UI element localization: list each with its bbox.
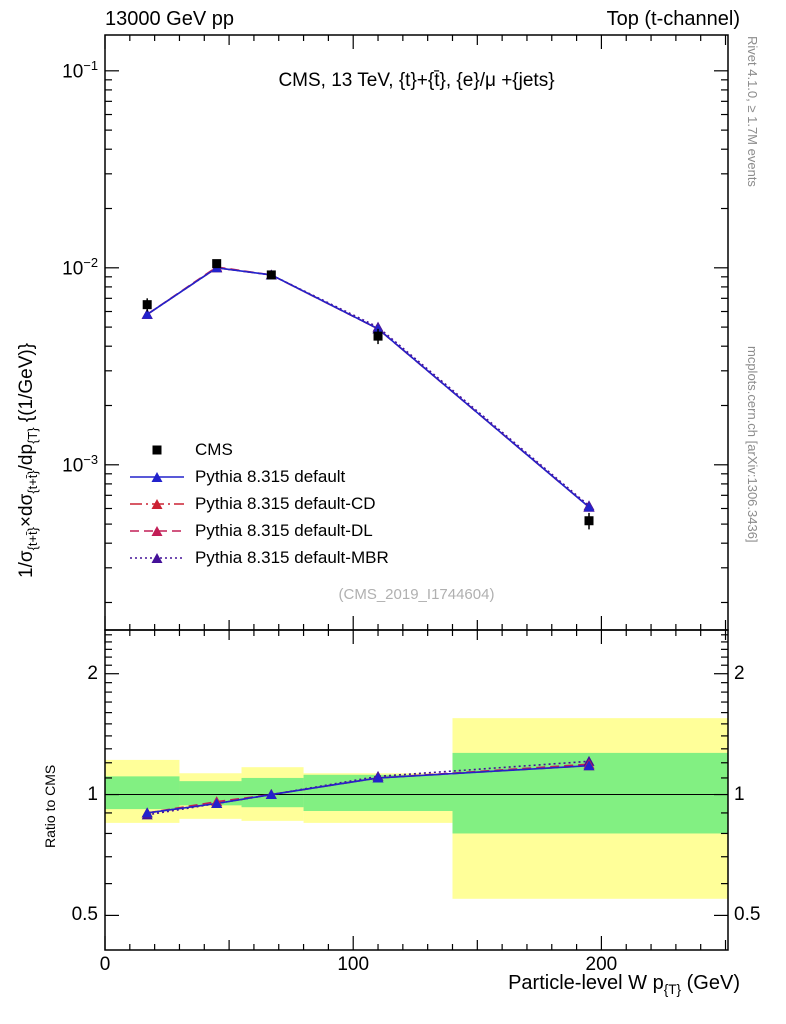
x-axis-label: Particle-level W p{T} (GeV) xyxy=(338,972,740,997)
beam-energy-label: 13000 GeV pp xyxy=(105,8,234,30)
triangle-marker xyxy=(151,471,163,482)
legend-label: Pythia 8.315 default xyxy=(195,466,346,486)
rivet-version-note: Rivet 4.1.0, ≥ 1.7M events xyxy=(745,36,760,187)
x-tick-label: 200 xyxy=(585,954,618,975)
ratio-uncertainty-bands xyxy=(105,718,728,899)
process-label: Top (t-channel) xyxy=(606,8,740,30)
triangle-marker xyxy=(372,323,384,334)
dashed-line-triangle-marker-icon xyxy=(130,525,184,536)
series-line-ratio xyxy=(147,763,590,814)
cms-square-marker xyxy=(584,516,594,526)
legend-item-pythia-default-cd: Pythia 8.315 default-CD xyxy=(128,490,389,517)
main-y-tick-label: 10−1 xyxy=(62,57,98,83)
triangle-marker xyxy=(151,525,163,536)
legend-item-pythia-default-mbr: Pythia 8.315 default-MBR xyxy=(128,544,389,571)
main-y-tick-label: 10−3 xyxy=(62,451,98,477)
mcplots-attribution-note: mcplots.cern.ch [arXiv:1306.3436] xyxy=(745,346,760,543)
triangle-marker xyxy=(372,772,384,783)
ylabel-text: 1/σ xyxy=(16,550,37,578)
main-y-axis-label: 1/σ{t+t̄}×dσ{t+t̄}/dp{T} {(1/GeV)} xyxy=(16,343,40,578)
solid-line-triangle-marker-icon xyxy=(130,471,184,482)
cms-square-marker xyxy=(142,300,152,310)
ratio-y-axis-label: Ratio to CMS xyxy=(42,764,58,848)
legend-item-cms: CMS xyxy=(128,436,389,463)
ratio-y-tick-label-right: 2 xyxy=(734,662,745,684)
triangle-marker xyxy=(211,798,223,809)
triangle-marker xyxy=(151,552,163,563)
plot-title: CMS, 13 TeV, {t}+{t̄}, {e}/μ +{jets} xyxy=(278,70,555,91)
ylabel-subscript: {T} xyxy=(24,427,40,444)
legend-label: Pythia 8.315 default-DL xyxy=(195,520,373,540)
cms-square-marker-icon xyxy=(152,445,162,454)
xlabel-subscript: {T} xyxy=(663,982,682,997)
triangle-marker xyxy=(151,498,163,509)
ratio-y-tick-label-right: 1 xyxy=(734,783,745,805)
axis-ticks xyxy=(104,35,728,950)
main-y-tick-label: 10−2 xyxy=(62,254,98,280)
dotted-line-triangle-marker-icon xyxy=(130,552,184,563)
ratio-y-tick-label-left: 1 xyxy=(87,783,98,805)
legend-label: CMS xyxy=(195,439,233,459)
legend: CMS Pythia 8.315 default Pythia 8.315 de… xyxy=(128,436,389,571)
triangle-marker xyxy=(141,308,153,319)
cms-square-marker xyxy=(373,331,383,341)
ylabel-text: ×dσ xyxy=(16,493,37,528)
x-tick-label: 100 xyxy=(337,954,370,975)
legend-label: Pythia 8.315 default-CD xyxy=(195,493,376,513)
ylabel-text: /dp xyxy=(16,443,37,471)
x-tick-label: 0 xyxy=(99,954,111,975)
ratio-panel-frame xyxy=(104,629,729,951)
legend-item-pythia-default-dl: Pythia 8.315 default-DL xyxy=(128,517,389,544)
xlabel-text: Particle-level W p xyxy=(508,972,664,994)
triangle-marker xyxy=(141,807,153,818)
ylabel-text: {(1/GeV)} xyxy=(16,342,37,428)
triangle-marker xyxy=(583,501,595,512)
ylabel-subscript: {t+t̄} xyxy=(24,527,40,551)
legend-item-pythia-default: Pythia 8.315 default xyxy=(128,463,389,490)
triangle-marker xyxy=(583,760,595,771)
triangle-marker xyxy=(265,789,277,800)
cms-data-points xyxy=(142,259,594,530)
cms-square-marker xyxy=(212,259,222,269)
ratio-y-tick-label-left: 2 xyxy=(87,662,98,684)
cms-square-marker xyxy=(266,270,276,280)
legend-label: Pythia 8.315 default-MBR xyxy=(195,547,389,567)
dashdot-line-triangle-marker-icon xyxy=(130,498,184,509)
analysis-id-watermark: (CMS_2019_I1744604) xyxy=(338,586,495,603)
ratio-y-tick-label-right: 0.5 xyxy=(734,904,761,926)
ratio-y-tick-label-left: 0.5 xyxy=(71,904,98,926)
xlabel-text: (GeV) xyxy=(681,972,740,994)
